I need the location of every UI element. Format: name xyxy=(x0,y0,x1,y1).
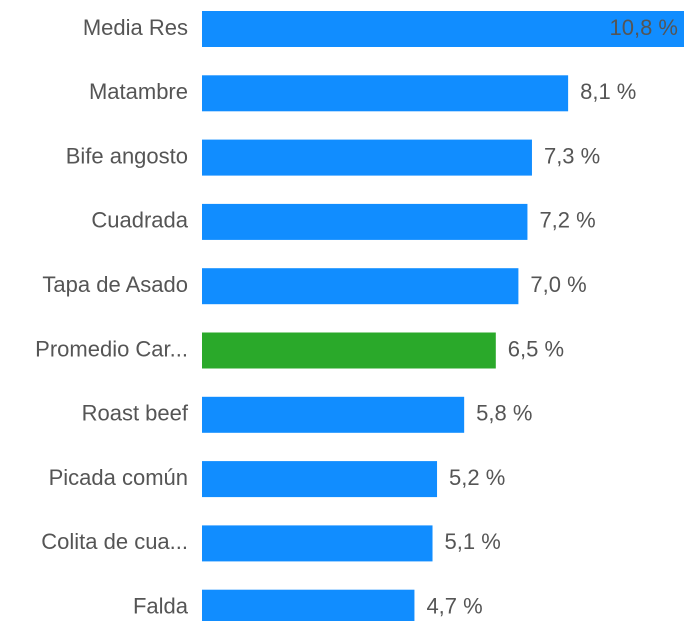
value-label: 5,2 % xyxy=(449,465,505,490)
value-label: 6,5 % xyxy=(508,336,564,361)
bar xyxy=(202,203,528,240)
bar xyxy=(202,332,496,369)
category-label: Colita de cua... xyxy=(41,529,188,554)
value-label: 8,1 % xyxy=(580,79,636,104)
category-label: Roast beef xyxy=(82,401,189,426)
bar xyxy=(202,589,415,621)
value-label: 4,7 % xyxy=(426,594,482,619)
value-label: 10,8 % xyxy=(610,15,679,40)
category-label: Bife angosto xyxy=(66,143,188,168)
bar xyxy=(202,525,433,562)
category-label: Picada común xyxy=(49,465,188,490)
value-label: 5,1 % xyxy=(445,529,501,554)
category-label: Matambre xyxy=(89,79,188,104)
category-label: Cuadrada xyxy=(91,208,188,233)
bar xyxy=(202,461,438,498)
category-label: Promedio Car... xyxy=(35,336,188,361)
category-label: Media Res xyxy=(83,15,188,40)
bar xyxy=(202,396,465,433)
value-label: 7,0 % xyxy=(530,272,586,297)
value-label: 5,8 % xyxy=(476,401,532,426)
category-label: Falda xyxy=(133,594,189,619)
bar xyxy=(202,139,532,176)
bar xyxy=(202,11,684,47)
value-label: 7,3 % xyxy=(544,143,600,168)
bar xyxy=(202,268,519,305)
value-label: 7,2 % xyxy=(539,208,595,233)
bar xyxy=(202,75,569,112)
category-label: Tapa de Asado xyxy=(42,272,188,297)
